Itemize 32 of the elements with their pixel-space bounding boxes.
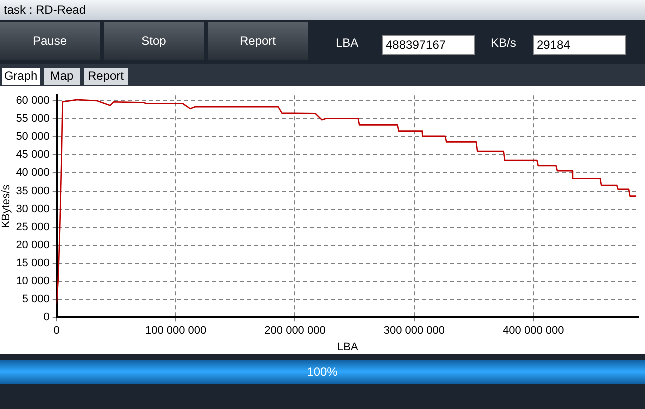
y-tick-label: 30 000 — [16, 203, 50, 216]
y-tick-label: 35 000 — [16, 185, 50, 198]
text: Report — [208, 22, 308, 60]
y-tick-label: 5 000 — [22, 294, 50, 306]
x-axis-title: LBA — [338, 341, 359, 354]
y-tick-label: 60 000 — [16, 95, 50, 108]
y-tick-label: 25 000 — [16, 221, 50, 234]
y-tick-label: 40 000 — [16, 167, 50, 180]
x-tick-label: 0 — [54, 325, 60, 338]
x-tick-label: 100 000 000 — [145, 325, 207, 338]
y-tick-label: 20 000 — [16, 239, 50, 252]
text: 488397167 — [382, 35, 475, 55]
text: Map — [44, 68, 80, 85]
x-tick-label: 300 000 000 — [384, 325, 446, 338]
y-tick-label: 50 000 — [16, 131, 50, 144]
y-tick-label: 45 000 — [16, 149, 50, 162]
text: 100% — [0, 360, 645, 384]
text: Pause — [0, 22, 100, 60]
text: 29184 — [533, 35, 626, 55]
y-tick-label: 0 — [44, 312, 50, 324]
chart-title: task : RD-Read — [4, 3, 86, 17]
x-tick-label: 400 000 000 — [503, 325, 564, 338]
text: Report — [84, 68, 128, 85]
x-tick-label: 200 000 000 — [264, 325, 326, 338]
text: Stop — [104, 22, 204, 60]
text: LBA — [336, 36, 359, 50]
y-tick-label: 15 000 — [16, 257, 50, 270]
y-tick-label: 55 000 — [16, 113, 50, 126]
text: KB/s — [491, 36, 516, 50]
text: Graph — [2, 68, 40, 85]
y-axis-title: KBytes/s — [0, 184, 13, 228]
y-tick-label: 10 000 — [16, 276, 50, 288]
